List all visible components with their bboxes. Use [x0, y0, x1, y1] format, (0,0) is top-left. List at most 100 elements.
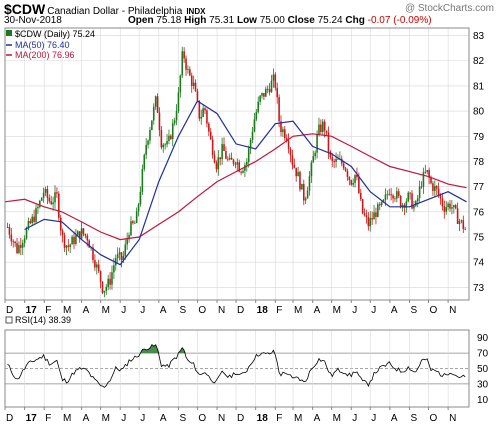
- price-candle-body: [392, 195, 394, 199]
- price-candle-body: [156, 96, 159, 113]
- price-candle-body: [318, 124, 320, 135]
- price-candle-body: [359, 192, 362, 200]
- price-candle-body: [137, 204, 140, 212]
- rsi-x-tick-label: F: [45, 413, 51, 424]
- rsi-x-tick-label: J: [352, 413, 357, 424]
- price-candle-body: [166, 140, 168, 145]
- price-candle-body: [369, 218, 372, 227]
- price-candle-body: [335, 158, 337, 162]
- price-candle-body: [373, 212, 375, 220]
- rsi-x-tick-label: O: [198, 413, 206, 424]
- price-candle-body: [86, 235, 89, 241]
- price-candle-body: [437, 188, 440, 195]
- price-candle-body: [386, 194, 389, 196]
- price-candle-body: [99, 270, 102, 282]
- price-candle-body: [94, 260, 96, 268]
- price-candle-body: [209, 131, 212, 140]
- rsi-x-tick-label: F: [276, 413, 282, 424]
- price-candle-body: [409, 192, 411, 194]
- rsi-x-tick-label: D: [237, 413, 244, 424]
- price-candle-body: [73, 236, 75, 244]
- price-candle-body: [270, 80, 273, 93]
- price-candle-body: [456, 208, 459, 224]
- price-candle-body: [331, 157, 334, 161]
- price-candle-body: [247, 148, 250, 162]
- price-candle-body: [50, 201, 53, 205]
- price-candle-body: [394, 198, 396, 200]
- price-candle-body: [413, 205, 415, 209]
- high-value: 75.31: [209, 15, 235, 26]
- price-candle-body: [244, 164, 246, 171]
- rsi-x-tick-label: A: [83, 413, 90, 424]
- chart-date: 30-Nov-2018: [4, 15, 62, 26]
- price-candle-body: [329, 151, 332, 158]
- price-candle-body: [190, 75, 193, 86]
- rsi-legend-text: RSI(14) 38.39: [15, 315, 71, 325]
- price-candle-body: [35, 208, 37, 222]
- price-candle-body: [80, 228, 83, 239]
- price-candle-body: [257, 101, 260, 113]
- price-candle-body: [90, 247, 92, 249]
- rsi-x-tick-label: A: [391, 413, 398, 424]
- price-y-tick-label: 78: [473, 157, 485, 168]
- price-candle-body: [200, 116, 203, 119]
- price-candle-body: [388, 194, 391, 196]
- price-candle-body: [253, 119, 256, 132]
- price-candle-body: [168, 135, 170, 141]
- price-candle-body: [232, 159, 235, 164]
- price-candle-body: [139, 191, 142, 205]
- rsi-frame: [4, 329, 470, 408]
- price-candle-body: [396, 191, 398, 199]
- price-candle-body: [126, 239, 128, 245]
- price-candle-body: [280, 121, 282, 133]
- price-candle-body: [435, 186, 438, 189]
- price-candle-body: [40, 197, 43, 201]
- price-candle-body: [143, 154, 146, 169]
- price-candle-body: [274, 74, 277, 88]
- price-candle-body: [263, 93, 265, 97]
- price-candle-body: [111, 272, 113, 285]
- price-candle-body: [124, 244, 127, 256]
- price-candle-body: [84, 234, 87, 236]
- close-label: Close: [287, 15, 315, 26]
- price-candle-body: [113, 265, 115, 273]
- price-candle-body: [348, 177, 351, 181]
- price-candle-body: [196, 91, 199, 101]
- rsi-y-tick-label: 30: [477, 379, 489, 390]
- price-candle-body: [101, 281, 104, 293]
- price-candles: [6, 46, 467, 298]
- price-candle-body: [426, 170, 429, 172]
- price-candle-body: [46, 188, 49, 198]
- price-frame: [4, 27, 470, 301]
- rsi-y-axis: 10 30 50 70 90: [477, 333, 489, 406]
- price-candle-body: [422, 172, 425, 187]
- price-candle-body: [453, 205, 455, 208]
- price-candle-body: [10, 234, 13, 242]
- price-candle-body: [397, 191, 400, 196]
- price-candle-body: [259, 95, 261, 102]
- price-y-tick-label: 81: [473, 81, 485, 92]
- price-y-tick-label: 83: [473, 31, 485, 42]
- rsi-line: [7, 343, 466, 388]
- price-candle-body: [175, 111, 178, 121]
- price-candle-body: [299, 171, 301, 190]
- open-value: 75.18: [156, 15, 182, 26]
- price-candle-body: [221, 144, 223, 160]
- price-x-tick-label: M: [102, 305, 110, 316]
- price-candle-body: [54, 192, 56, 203]
- rsi-grid: [4, 330, 469, 407]
- price-candle-body: [217, 157, 220, 170]
- price-candle-body: [152, 106, 155, 121]
- price-candle-body: [151, 120, 153, 130]
- price-y-tick-label: 74: [473, 258, 485, 269]
- chart-symbol: $CDW Canadian Dollar - Philadelphia INDX: [4, 1, 205, 17]
- rsi-x-tick-label: M: [294, 413, 302, 424]
- price-candle-body: [95, 264, 98, 268]
- open-label: Open: [128, 15, 154, 26]
- price-legend: $CDW (Daily) 75.24 MA(50) 76.40 MA(200) …: [6, 29, 95, 60]
- low-value: 75.00: [259, 15, 285, 26]
- price-candle-body: [365, 215, 368, 218]
- price-candle-body: [213, 155, 216, 163]
- price-candle-body: [162, 144, 165, 148]
- price-candle-body: [325, 130, 328, 133]
